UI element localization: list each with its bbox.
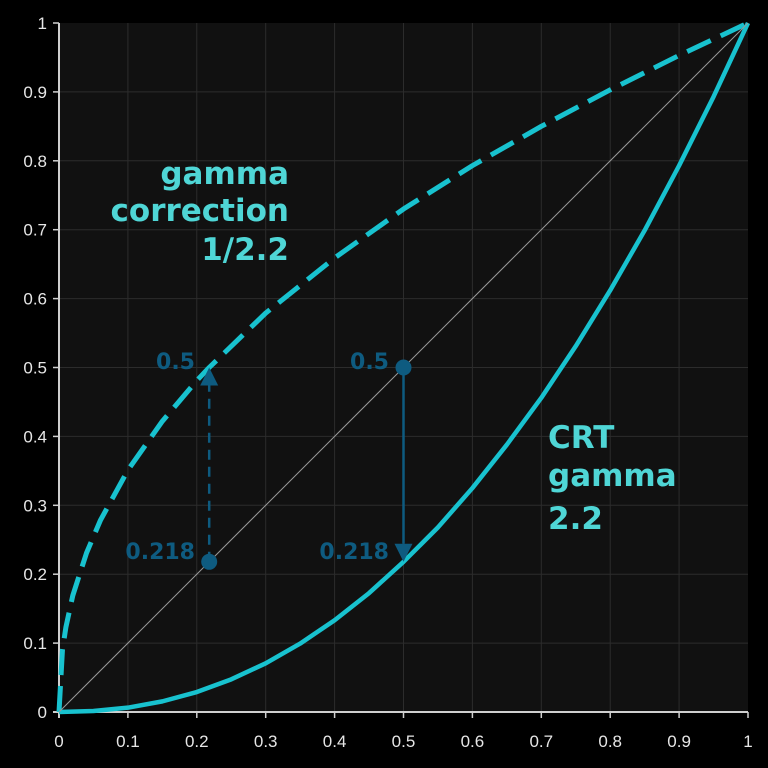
crt-gamma-label-line-1: CRT <box>548 420 614 456</box>
crt-gamma-label-line-2: gamma <box>548 458 677 494</box>
x-tick-label: 0.8 <box>598 732 622 751</box>
gamma-correction-label-line-3: 1/2.2 <box>201 232 289 268</box>
labels: gamma correction 1/2.2 CRT gamma 2.2 0.5… <box>111 156 677 565</box>
marker-label-0.5-left: 0.5 <box>156 350 195 375</box>
gamma-correction-label-line-1: gamma <box>160 156 289 192</box>
axes: 0 0.1 0.2 0.3 0.4 0.5 0.6 0.7 0.8 0.9 1 0 0.1 0.2 0.3 0… <box>23 14 752 751</box>
y-tick-label: 0.9 <box>23 83 47 102</box>
marker-label-0.5-center: 0.5 <box>350 350 389 375</box>
x-tick-label: 0.7 <box>529 732 553 751</box>
y-tick-label: 0.8 <box>23 152 47 171</box>
x-tick-label: 1 <box>743 732 752 751</box>
arrow-head-1 <box>394 543 413 562</box>
x-tick-label: 0 <box>54 732 63 751</box>
marker-point-1 <box>395 359 412 376</box>
marker-label-0.218-center: 0.218 <box>319 540 389 565</box>
y-tick-label: 0.3 <box>23 496 47 515</box>
arrow-head-0 <box>200 367 219 386</box>
arrows <box>200 367 413 562</box>
y-tick-label: 0.6 <box>23 290 47 309</box>
x-tick-label: 0.9 <box>667 732 691 751</box>
series-line-crt-gamma <box>58 22 751 715</box>
y-tick-label: 0.2 <box>23 565 47 584</box>
y-tick-label: 0.5 <box>23 359 47 378</box>
y-tick-label: 0.7 <box>23 221 47 240</box>
x-tick-label: 0.3 <box>254 732 278 751</box>
y-tick-label: 1 <box>38 14 47 33</box>
markers <box>201 359 412 570</box>
y-tick-label: 0.4 <box>23 427 47 446</box>
gamma-correction-label-line-2: correction <box>111 193 289 229</box>
marker-point-0 <box>201 553 218 570</box>
x-tick-label: 0.2 <box>185 732 209 751</box>
y-tick-label: 0.1 <box>23 634 47 653</box>
x-tick-label: 0.6 <box>461 732 485 751</box>
y-tick-label: 0 <box>38 703 47 722</box>
x-tick-label: 0.5 <box>392 732 416 751</box>
x-tick-label: 0.1 <box>116 732 140 751</box>
x-tick-label: 0.4 <box>323 732 347 751</box>
marker-label-0.218-left: 0.218 <box>125 540 195 565</box>
series-line-gamma-correction <box>56 20 750 713</box>
crt-gamma-label-line-3: 2.2 <box>548 501 603 537</box>
